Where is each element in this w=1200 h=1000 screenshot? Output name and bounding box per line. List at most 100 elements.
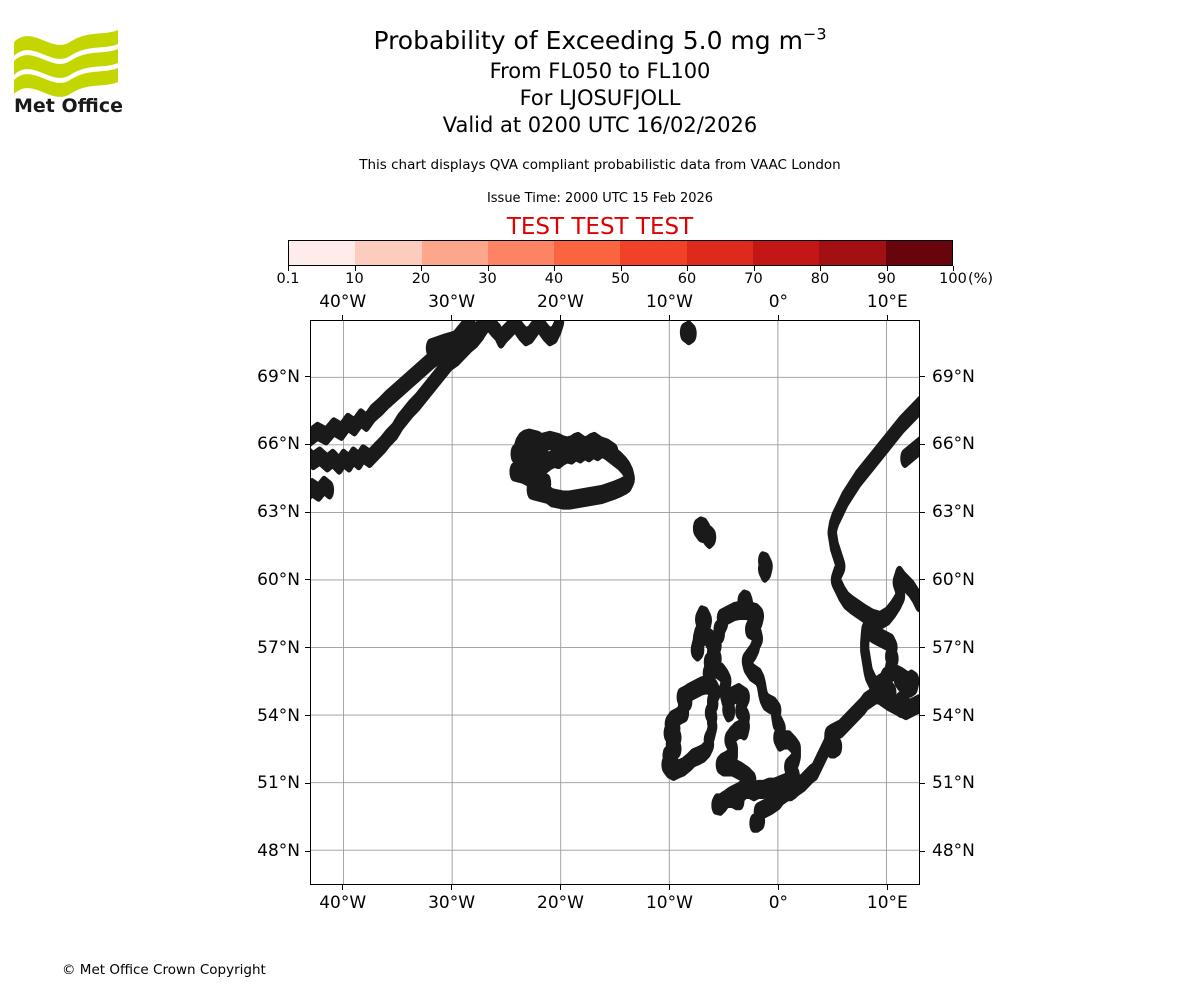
lat-tick-left-6 [305, 443, 310, 445]
colorbar-tickmark-10 [953, 266, 954, 271]
issue-time: Issue Time: 2000 UTC 15 Feb 2026 [486, 191, 714, 206]
met-office-logo: Met Office [12, 20, 122, 115]
colorbar-segment-5 [620, 241, 687, 265]
colorbar-tick-label-1: 10 [345, 271, 364, 287]
map-gridlines [311, 321, 919, 884]
colorbar-tick-label-3: 30 [478, 271, 497, 287]
page-title-exponent: −3 [802, 24, 827, 44]
lon-label-top-0: 40°W [319, 292, 367, 312]
lon-label-top-2: 20°W [537, 292, 585, 312]
lon-label-top-3: 10°W [645, 292, 693, 312]
lon-label-top-4: 0° [768, 292, 789, 312]
lon-label-top-1: 30°W [428, 292, 476, 312]
lat-label-right-1: 51°N [932, 773, 975, 794]
colorbar-tickmark-0 [288, 266, 289, 271]
colorbar-tickmark-9 [886, 266, 888, 271]
colorbar-tick-label-5: 50 [611, 271, 630, 287]
lat-tick-left-0 [305, 850, 310, 852]
lat-label-left-4: 60°N [257, 569, 300, 590]
colorbar-tickmark-5 [620, 266, 622, 271]
lat-label-left-7: 69°N [257, 366, 300, 387]
flight-level-subtitle: From FL050 to FL100 [489, 59, 711, 83]
logo-waves [14, 30, 118, 97]
lat-tick-right-7 [920, 376, 925, 377]
chart-title-block: Probability of Exceeding 5.0 mg m−3 From… [180, 24, 1020, 139]
lon-label-top-5: 10°E [866, 292, 908, 312]
lat-label-left-3: 57°N [257, 637, 300, 658]
met-office-logo-text: Met Office [14, 95, 122, 115]
colorbar-segment-3 [487, 241, 555, 265]
lon-tick-top-0 [342, 315, 344, 320]
colorbar-tick-label-2: 20 [411, 271, 431, 287]
colorbar-tickmark-8 [820, 266, 821, 271]
colorbar-segment-0 [289, 241, 356, 265]
lon-label-bottom-1: 30°W [428, 893, 476, 913]
lat-tick-left-4 [305, 579, 310, 581]
lat-tick-right-5 [920, 511, 925, 513]
colorbar-tick-label-9: 90 [877, 271, 896, 287]
lat-tick-right-2 [920, 715, 925, 716]
map-coastlines [311, 321, 919, 833]
colorbar [288, 240, 953, 266]
lon-tick-top-2 [560, 315, 562, 320]
colorbar-tickmark-2 [421, 266, 422, 271]
lon-tick-top-3 [668, 315, 670, 320]
colorbar-gradient [288, 240, 953, 266]
lon-label-bottom-5: 10°E [866, 893, 908, 913]
test-banner: TEST TEST TEST [506, 214, 694, 240]
colorbar-unit-label: (%) [968, 271, 994, 287]
page-title-text: Probability of Exceeding 5.0 mg m [373, 26, 803, 55]
colorbar-tickmark-4 [554, 266, 555, 271]
colorbar-tickmark-3 [487, 266, 489, 271]
colorbar-segment-2 [421, 241, 488, 265]
colorbar-tickmark-7 [753, 266, 755, 271]
lat-label-left-6: 66°N [257, 434, 300, 455]
map-graphic [311, 321, 919, 884]
lon-tick-top-1 [451, 315, 453, 320]
colorbar-segment-9 [885, 241, 952, 265]
lat-label-right-2: 54°N [932, 705, 975, 726]
colorbar-segment-8 [819, 241, 886, 265]
lat-label-right-3: 57°N [932, 637, 975, 658]
lat-tick-left-7 [305, 376, 310, 377]
lon-tick-bottom-5 [886, 885, 888, 890]
lat-tick-right-4 [920, 579, 925, 581]
lon-tick-bottom-0 [342, 885, 344, 890]
lat-label-left-0: 48°N [257, 841, 300, 862]
lon-tick-bottom-1 [451, 885, 453, 890]
colorbar-segment-6 [686, 241, 754, 265]
colorbar-tick-label-6: 60 [677, 271, 697, 287]
lon-label-bottom-2: 20°W [537, 893, 585, 913]
lat-tick-left-3 [305, 647, 310, 649]
colorbar-tick-label-0: 0.1 [276, 271, 300, 287]
lat-tick-right-3 [920, 647, 925, 649]
colorbar-tickmark-6 [687, 266, 688, 271]
valid-time-subtitle: Valid at 0200 UTC 16/02/2026 [442, 113, 758, 137]
map-plot-area [310, 320, 920, 885]
copyright-notice: © Met Office Crown Copyright [62, 962, 266, 978]
colorbar-tick-label-10: 100 [939, 271, 967, 287]
lat-label-right-0: 48°N [932, 841, 975, 862]
volcano-subtitle: For LJOSUFJOLL [519, 86, 681, 110]
lat-label-right-7: 69°N [932, 366, 975, 387]
lat-label-left-2: 54°N [257, 705, 300, 726]
colorbar-segment-4 [554, 241, 621, 265]
lat-label-left-1: 51°N [257, 773, 300, 794]
qva-note: This chart displays QVA compliant probab… [359, 157, 841, 173]
colorbar-tick-label-4: 40 [544, 271, 564, 287]
colorbar-segment-1 [355, 241, 422, 265]
colorbar-segment-7 [753, 241, 820, 265]
colorbar-tickmark-1 [354, 266, 356, 271]
lat-label-right-5: 63°N [932, 502, 975, 523]
lon-label-bottom-0: 40°W [319, 893, 367, 913]
lat-tick-right-6 [920, 443, 925, 445]
lat-tick-right-1 [920, 782, 925, 784]
lat-tick-right-0 [920, 850, 925, 852]
lat-label-right-6: 66°N [932, 434, 975, 455]
lon-label-bottom-3: 10°W [645, 893, 693, 913]
colorbar-tick-label-8: 80 [810, 271, 830, 287]
met-office-logo-graphic: Met Office [14, 30, 122, 115]
lat-label-right-4: 60°N [932, 569, 975, 590]
lon-tick-top-4 [777, 315, 779, 320]
lat-label-left-5: 63°N [257, 502, 300, 523]
